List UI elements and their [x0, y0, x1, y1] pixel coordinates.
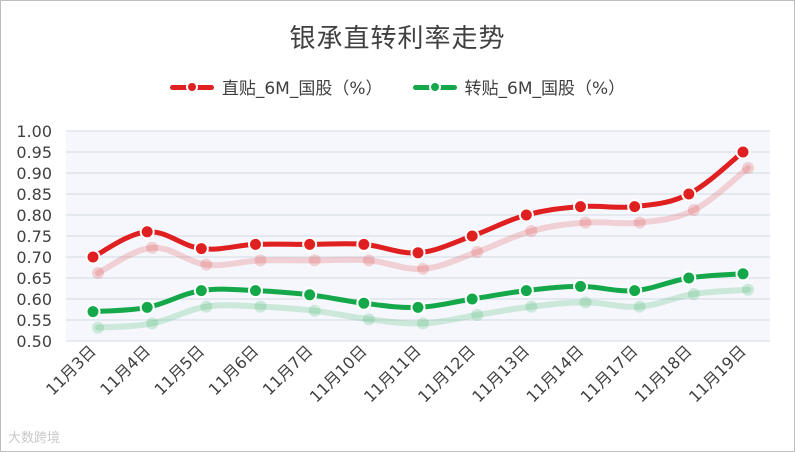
series-shadow-point: [308, 254, 321, 267]
y-tick-label: 0.80: [16, 206, 52, 225]
series-shadow-point: [146, 241, 159, 254]
x-tick-label: 11月11日: [360, 341, 425, 406]
series-shadow-point: [633, 300, 646, 313]
chart-legend: 直贴_6M_国股（%） 转贴_6M_国股（%）: [0, 74, 795, 99]
y-tick-label: 1.00: [16, 122, 52, 141]
legend-item-transfer[interactable]: 转贴_6M_国股（%）: [412, 74, 626, 99]
series-shadow-point: [254, 300, 267, 313]
data-point: [464, 228, 480, 244]
series-shadow-point: [633, 216, 646, 229]
data-point: [573, 199, 588, 215]
data-point: [356, 295, 372, 311]
series-shadow-point: [471, 246, 484, 258]
data-point: [518, 283, 534, 299]
series-shadow-point: [417, 317, 429, 330]
x-tick-label: 11月13日: [468, 341, 533, 406]
data-point: [193, 283, 209, 299]
data-point: [139, 224, 155, 240]
data-point: [518, 207, 534, 223]
series-shadow-point: [579, 296, 592, 309]
data-point: [193, 241, 209, 257]
x-tick-label: 11月14日: [522, 341, 587, 406]
y-tick-label: 0.60: [16, 290, 52, 309]
series-shadow-point: [308, 304, 321, 317]
series-shadow-point: [579, 216, 592, 229]
series-shadow-point: [417, 262, 429, 275]
series-shadow-point: [525, 225, 538, 237]
series-shadow-point: [254, 254, 267, 267]
x-tick-label: 11月10日: [306, 341, 371, 406]
data-point: [681, 270, 697, 286]
y-tick-label: 0.55: [16, 311, 52, 330]
data-point: [410, 245, 426, 261]
series-shadow-point: [146, 317, 159, 330]
data-point: [735, 266, 751, 282]
data-point: [248, 236, 263, 252]
series-shadow-point: [687, 204, 700, 216]
data-point: [356, 236, 372, 252]
series-shadow-point: [742, 162, 754, 174]
data-point: [139, 299, 155, 315]
legend-item-direct[interactable]: 直贴_6M_国股（%）: [169, 74, 383, 99]
x-tick-label: 11月18日: [631, 341, 696, 406]
y-tick-label: 0.85: [16, 185, 52, 204]
y-tick-label: 0.65: [16, 269, 52, 288]
series-shadow-point: [525, 300, 538, 313]
data-point: [248, 283, 263, 299]
x-tick-label: 11月5日: [150, 341, 208, 399]
series-shadow-line: [95, 286, 751, 331]
data-point: [627, 283, 643, 299]
y-tick-label: 0.95: [16, 143, 52, 162]
data-point: [573, 278, 588, 294]
y-tick-label: 0.70: [16, 248, 52, 267]
data-point: [464, 291, 480, 307]
series-shadow-point: [92, 321, 104, 334]
legend-swatch-transfer-icon: [412, 80, 457, 94]
legend-label-direct: 直贴_6M_国股（%）: [221, 79, 383, 99]
data-point: [85, 304, 101, 320]
series-shadow-point: [200, 258, 213, 271]
series-shadow-point: [742, 283, 754, 296]
series-shadow-point: [92, 267, 104, 279]
legend-swatch-direct-icon: [169, 80, 214, 94]
data-point: [735, 144, 751, 160]
x-tick-label: 11月17日: [577, 341, 642, 406]
chart-title: 银承直转利率走势: [289, 24, 506, 54]
data-point: [410, 299, 426, 315]
series-shadow-point: [200, 300, 213, 313]
data-point: [85, 249, 101, 265]
data-point: [302, 287, 318, 303]
series-shadow-point: [471, 309, 484, 321]
legend-label-transfer: 转贴_6M_国股（%）: [464, 79, 626, 99]
x-tick-label: 11月12日: [414, 341, 479, 406]
series-shadow-point: [687, 288, 700, 300]
watermark-logo: 大数跨境: [8, 431, 61, 446]
y-tick-label: 0.90: [16, 164, 52, 183]
y-tick-label: 0.50: [16, 332, 52, 351]
x-tick-label: 11月19日: [685, 341, 750, 406]
x-tick-label: 11月4日: [96, 341, 154, 399]
series-shadow-point: [362, 254, 375, 267]
data-point: [627, 199, 643, 215]
series-shadow-line: [95, 165, 751, 276]
series-shadow-point: [362, 313, 375, 326]
y-tick-label: 0.75: [16, 227, 52, 246]
data-point: [681, 186, 697, 202]
data-point: [302, 236, 318, 252]
x-tick-label: 11月6日: [205, 341, 263, 399]
